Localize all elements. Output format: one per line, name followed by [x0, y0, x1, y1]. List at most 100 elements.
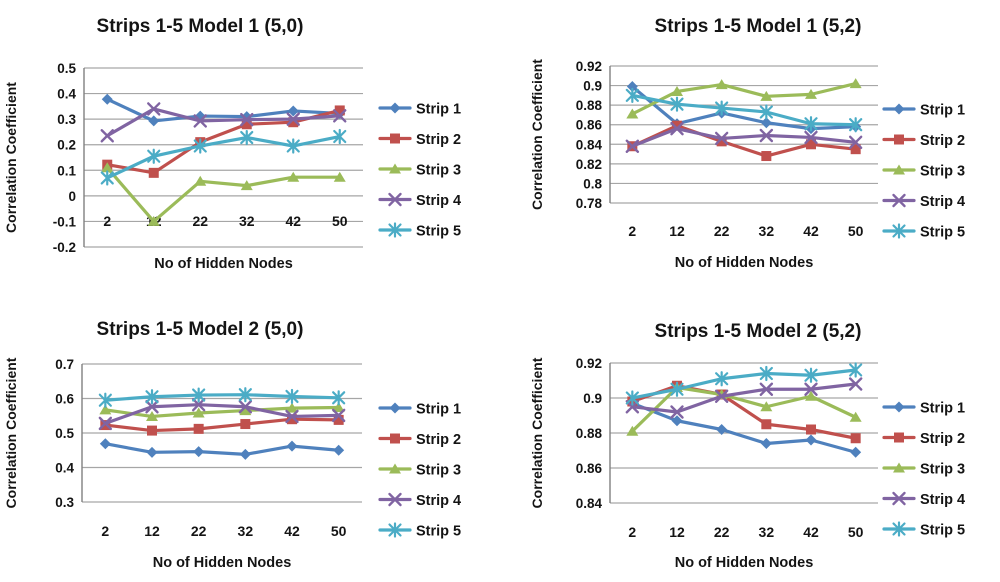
marker-x-icon — [286, 112, 300, 126]
chart-panel-model1-5-0: 0.5 0.4 0.3 0.2 0.1 0 -0.1 -0.2 Strips 1-5 Model… — [0, 0, 500, 290]
marker-asterisk-icon — [892, 521, 906, 537]
marker-square-icon — [894, 432, 904, 443]
chart-panel-model1-5-2: 0.92 0.9 0.88 0.86 0.84 0.82 0.8 0.78 Strips 1-5… — [500, 0, 1000, 290]
chart-strips-model1-5-0: 0.5 0.4 0.3 0.2 0.1 0 -0.1 -0.2 Strips 1-5 Model… — [3, 16, 461, 272]
legend-label: Strip 5 — [416, 224, 461, 240]
series-line-strip-2 — [103, 417, 341, 433]
marker-asterisk-icon — [98, 392, 112, 408]
series-line-strip-4 — [630, 382, 858, 414]
marker-square-icon — [288, 117, 299, 128]
x-tick-label: 12 — [669, 223, 685, 239]
marker-diamond-icon — [333, 444, 345, 456]
series-line-strip-3 — [103, 405, 341, 419]
series-line-strip-1 — [103, 442, 341, 456]
chart-strips-model2-5-2: 0.92 0.9 0.88 0.86 0.84 Strips 1-5 Model 2 (5… — [529, 321, 965, 571]
marker-square-icon — [806, 424, 816, 435]
x-tick-label: 12 — [144, 523, 160, 539]
legend-item-strip-5: Strip 5 — [378, 222, 461, 240]
marker-x-icon — [240, 112, 254, 127]
marker-square-icon — [148, 167, 159, 178]
marker-x-icon — [714, 389, 729, 403]
y-tick-label: 0.5 — [57, 61, 76, 76]
legend-item-strip-2: Strip 2 — [882, 431, 965, 447]
marker-triangle-icon — [760, 90, 773, 101]
legend-label: Strip 1 — [920, 103, 965, 119]
x-tick-label: 2 — [628, 223, 636, 239]
marker-x-icon — [759, 128, 774, 143]
marker-diamond-icon — [671, 415, 683, 427]
legend-label: Strip 3 — [416, 463, 461, 479]
marker-asterisk-icon — [100, 170, 114, 186]
x-tick-label: 2 — [628, 524, 636, 540]
marker-square-icon — [672, 120, 682, 131]
marker-diamond-icon — [287, 105, 299, 117]
marker-asterisk-icon — [238, 387, 252, 403]
series-line-strip-2 — [105, 108, 342, 175]
marker-triangle-icon — [671, 85, 683, 96]
marker-square-icon — [390, 133, 400, 144]
series-line-strip-3 — [630, 385, 858, 433]
marker-x-icon — [804, 382, 818, 396]
marker-x-icon — [714, 131, 729, 146]
marker-asterisk-icon — [285, 388, 299, 405]
legend-label: Strip 5 — [920, 523, 965, 539]
legend-item-strip-2: Strip 2 — [882, 133, 965, 149]
series-line-strip-4 — [103, 403, 341, 425]
marker-x-icon — [759, 382, 774, 396]
chart-strips-model2-5-0: 0.7 0.6 0.5 0.4 0.3 Strips 1-5 Model 2 (5,0) C… — [3, 319, 461, 571]
marker-square-icon — [100, 420, 111, 431]
y-axis-label: Correlation Coefficient — [3, 82, 19, 233]
legend-label: Strip 2 — [416, 432, 461, 448]
x-tick-label: 42 — [285, 213, 301, 229]
x-tick-label: 2 — [101, 523, 109, 539]
marker-triangle-icon — [893, 164, 905, 175]
marker-square-icon — [390, 433, 400, 444]
marker-asterisk-icon — [759, 365, 773, 382]
marker-diamond-icon — [239, 448, 251, 460]
legend-label: Strip 1 — [416, 102, 461, 118]
series-line-strip-4 — [630, 127, 858, 148]
marker-x-icon — [100, 129, 114, 143]
legend-item-strip-1: Strip 1 — [882, 401, 965, 417]
marker-square-icon — [240, 419, 251, 430]
legend-item-strip-5: Strip 5 — [882, 223, 965, 241]
marker-x-icon — [388, 492, 402, 507]
marker-asterisk-icon — [388, 222, 402, 238]
y-axis-label: Correlation Coefficient — [529, 357, 545, 508]
series-line-strip-5 — [630, 93, 858, 127]
legend-item-strip-5: Strip 5 — [378, 522, 461, 540]
marker-asterisk-icon — [193, 138, 207, 154]
marker-asterisk-icon — [849, 117, 863, 133]
x-axis-label: No of Hidden Nodes — [675, 555, 814, 571]
x-axis-label: No of Hidden Nodes — [153, 555, 292, 571]
y-tick-label: 0.82 — [576, 157, 602, 172]
x-tick-label: 42 — [803, 524, 819, 540]
series-line-strip-1 — [630, 401, 858, 454]
marker-square-icon — [894, 134, 904, 145]
marker-diamond-icon — [286, 440, 298, 452]
marker-triangle-icon — [626, 108, 639, 119]
legend-label: Strip 2 — [920, 431, 965, 447]
y-tick-label: 0.84 — [576, 496, 603, 511]
marker-square-icon — [147, 425, 157, 436]
marker-asterisk-icon — [192, 387, 206, 403]
marker-diamond-icon — [760, 438, 772, 449]
marker-diamond-icon — [148, 115, 160, 127]
y-tick-label: 0.3 — [57, 112, 76, 127]
marker-x-icon — [285, 409, 299, 424]
legend-item-strip-1: Strip 1 — [378, 402, 461, 418]
legend-label: Strip 4 — [920, 194, 965, 210]
legend-label: Strip 4 — [920, 492, 965, 508]
marker-diamond-icon — [850, 446, 862, 458]
legend-label: Strip 3 — [416, 163, 461, 179]
marker-x-icon — [848, 377, 863, 391]
chart-title: Strips 1-5 Model 2 (5,0) — [97, 319, 304, 340]
marker-diamond-icon — [389, 402, 401, 414]
marker-asterisk-icon — [625, 390, 639, 406]
marker-asterisk-icon — [333, 128, 347, 145]
marker-square-icon — [850, 433, 861, 444]
marker-triangle-icon — [893, 462, 905, 473]
chart-panel-model2-5-2: 0.92 0.9 0.88 0.86 0.84 Strips 1-5 Model 2 (5… — [500, 290, 1000, 582]
x-axis-label: No of Hidden Nodes — [675, 255, 814, 271]
